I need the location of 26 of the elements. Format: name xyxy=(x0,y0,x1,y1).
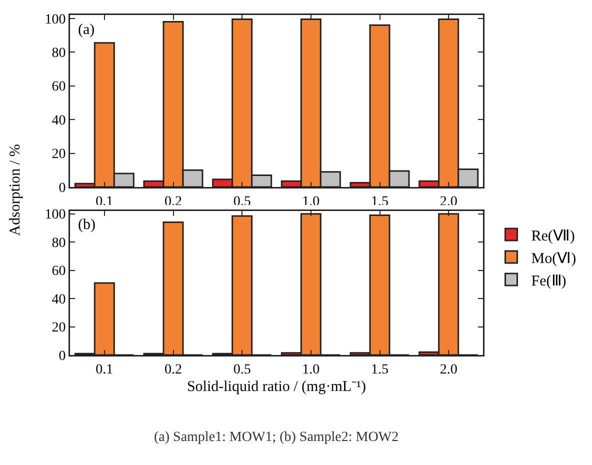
text: (a) Sample1: MOW1; (b) Sample2: MOW2 xyxy=(154,430,399,445)
y-tick-label: 80 xyxy=(52,46,66,61)
x-tick-label: 0.5 xyxy=(233,362,251,378)
y-tick-label: 20 xyxy=(52,320,66,336)
x-tick-label: 2.0 xyxy=(440,362,458,378)
y-tick-label: 100 xyxy=(44,12,66,28)
legend-label: Re(Ⅶ) xyxy=(531,228,575,244)
y-tick-label: 0 xyxy=(58,180,66,196)
y-tick-label: 60 xyxy=(52,80,66,95)
x-tick-label: 1.0 xyxy=(302,362,320,378)
y-tick-label: 40 xyxy=(52,113,66,128)
y-tick-label: 40 xyxy=(52,292,66,308)
x-axis-title: Solid-liquid ratio / (mg·mL⁻¹) xyxy=(186,379,366,396)
y-axis-title: Adsorption / % xyxy=(8,144,24,236)
y-tick-label: 100 xyxy=(44,208,66,223)
annotation: (a) xyxy=(78,22,95,38)
legend-label: Fe(Ⅲ) xyxy=(531,273,566,290)
x-tick-label: 1.5 xyxy=(371,362,388,378)
y-tick-label: 20 xyxy=(52,147,66,162)
x-tick-label: 0.2 xyxy=(164,362,182,378)
y-tick-label: 80 xyxy=(52,236,66,251)
x-tick-label: 0.1 xyxy=(96,362,114,378)
legend-label: Mo(Ⅵ) xyxy=(531,250,576,267)
y-tick-label: 60 xyxy=(52,264,66,280)
y-tick-label: 0 xyxy=(58,348,66,364)
annotation: (b) xyxy=(78,217,96,233)
